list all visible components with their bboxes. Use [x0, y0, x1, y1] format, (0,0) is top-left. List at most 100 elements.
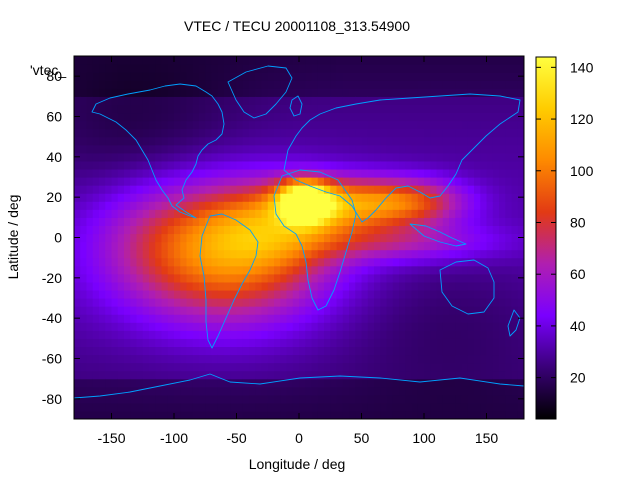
- heatmap-cell: [242, 265, 250, 275]
- heatmap-cell: [174, 370, 181, 380]
- heatmap-cell: [130, 233, 138, 243]
- heatmap-cell: [449, 160, 456, 170]
- heatmap-cell: [324, 80, 331, 89]
- heatmap-cell: [467, 120, 475, 130]
- heatmap-cell: [249, 209, 256, 218]
- heatmap-cell: [430, 338, 438, 347]
- heatmap-cell: [442, 88, 450, 97]
- heatmap-cell: [130, 96, 138, 105]
- heatmap-cell: [192, 289, 200, 299]
- heatmap-cell: [261, 217, 269, 226]
- colorbar-tick-label: 140: [570, 59, 594, 75]
- heatmap-cell: [311, 96, 319, 105]
- heatmap-cell: [274, 72, 281, 81]
- heatmap-cell: [336, 378, 344, 388]
- heatmap-cell: [111, 88, 119, 97]
- heatmap-cell: [217, 80, 225, 89]
- heatmap-cell: [305, 386, 313, 396]
- heatmap-cell: [192, 233, 200, 243]
- heatmap-cell: [224, 201, 231, 210]
- heatmap-cell: [486, 160, 494, 170]
- heatmap-cell: [274, 209, 281, 218]
- heatmap-cell: [474, 281, 481, 291]
- heatmap-cell: [167, 88, 175, 97]
- heatmap-cell: [486, 193, 494, 202]
- heatmap-cell: [442, 306, 450, 315]
- x-tick-label: 150: [475, 430, 499, 446]
- heatmap-cell: [255, 104, 263, 114]
- heatmap-cell: [149, 314, 156, 323]
- heatmap-cell: [292, 56, 300, 65]
- heatmap-cell: [292, 112, 300, 122]
- heatmap-cell: [174, 314, 181, 323]
- heatmap-cell: [424, 168, 431, 178]
- heatmap-cell: [180, 136, 188, 146]
- heatmap-cell: [80, 314, 88, 323]
- heatmap-cell: [249, 88, 256, 97]
- heatmap-cell: [80, 217, 88, 226]
- heatmap-cell: [499, 177, 506, 186]
- heatmap-cell: [255, 289, 263, 299]
- heatmap-cell: [99, 241, 106, 251]
- heatmap-cell: [317, 64, 325, 73]
- heatmap-cell: [317, 265, 325, 275]
- heatmap-cell: [74, 298, 81, 307]
- heatmap-cell: [192, 281, 200, 291]
- heatmap-cell: [180, 370, 188, 380]
- heatmap-cell: [186, 273, 194, 283]
- heatmap-cell: [292, 394, 300, 404]
- heatmap-cell: [474, 378, 481, 388]
- heatmap-cell: [324, 289, 331, 299]
- heatmap-cell: [474, 168, 481, 178]
- heatmap-cell: [130, 281, 138, 291]
- heatmap-cell: [242, 168, 250, 178]
- heatmap-cell: [142, 402, 150, 412]
- heatmap-cell: [99, 144, 106, 154]
- heatmap-cell: [480, 354, 488, 364]
- heatmap-cell: [280, 241, 288, 251]
- heatmap-cell: [442, 96, 450, 105]
- heatmap-cell: [205, 128, 213, 138]
- heatmap-cell: [380, 56, 388, 65]
- heatmap-cell: [411, 306, 419, 315]
- heatmap-cell: [405, 330, 413, 339]
- heatmap-cell: [374, 241, 381, 251]
- heatmap-cell: [280, 265, 288, 275]
- heatmap-cell: [74, 241, 81, 251]
- heatmap-cell: [430, 322, 438, 331]
- heatmap-cell: [436, 370, 444, 380]
- y-axis-label: Latitude / deg: [5, 195, 21, 280]
- heatmap-cell: [336, 346, 344, 356]
- heatmap-cell: [261, 64, 269, 73]
- heatmap-cell: [461, 144, 469, 154]
- heatmap-cell: [167, 209, 175, 218]
- heatmap-cell: [99, 96, 106, 105]
- heatmap-cell: [161, 160, 169, 170]
- heatmap-cell: [417, 289, 425, 299]
- heatmap-cell: [442, 185, 450, 194]
- heatmap-cell: [186, 249, 194, 259]
- heatmap-cell: [186, 96, 194, 105]
- heatmap-cell: [155, 185, 163, 194]
- heatmap-cell: [324, 370, 331, 380]
- heatmap-cell: [374, 185, 381, 194]
- heatmap-cell: [292, 402, 300, 412]
- heatmap-cell: [305, 330, 313, 339]
- heatmap-cell: [461, 185, 469, 194]
- heatmap-cell: [461, 322, 469, 331]
- heatmap-cell: [280, 80, 288, 89]
- y-tick-label: 60: [46, 109, 62, 125]
- heatmap-cell: [205, 152, 213, 162]
- heatmap-cell: [74, 386, 81, 396]
- heatmap-cell: [249, 128, 256, 138]
- heatmap-cell: [224, 370, 231, 380]
- heatmap-cell: [99, 281, 106, 291]
- heatmap-cell: [467, 378, 475, 388]
- heatmap-cell: [486, 225, 494, 235]
- heatmap-cell: [492, 233, 500, 243]
- heatmap-cell: [386, 281, 394, 291]
- heatmap-cell: [117, 322, 125, 331]
- heatmap-cell: [374, 330, 381, 339]
- heatmap-cell: [430, 394, 438, 404]
- heatmap-cell: [355, 72, 363, 81]
